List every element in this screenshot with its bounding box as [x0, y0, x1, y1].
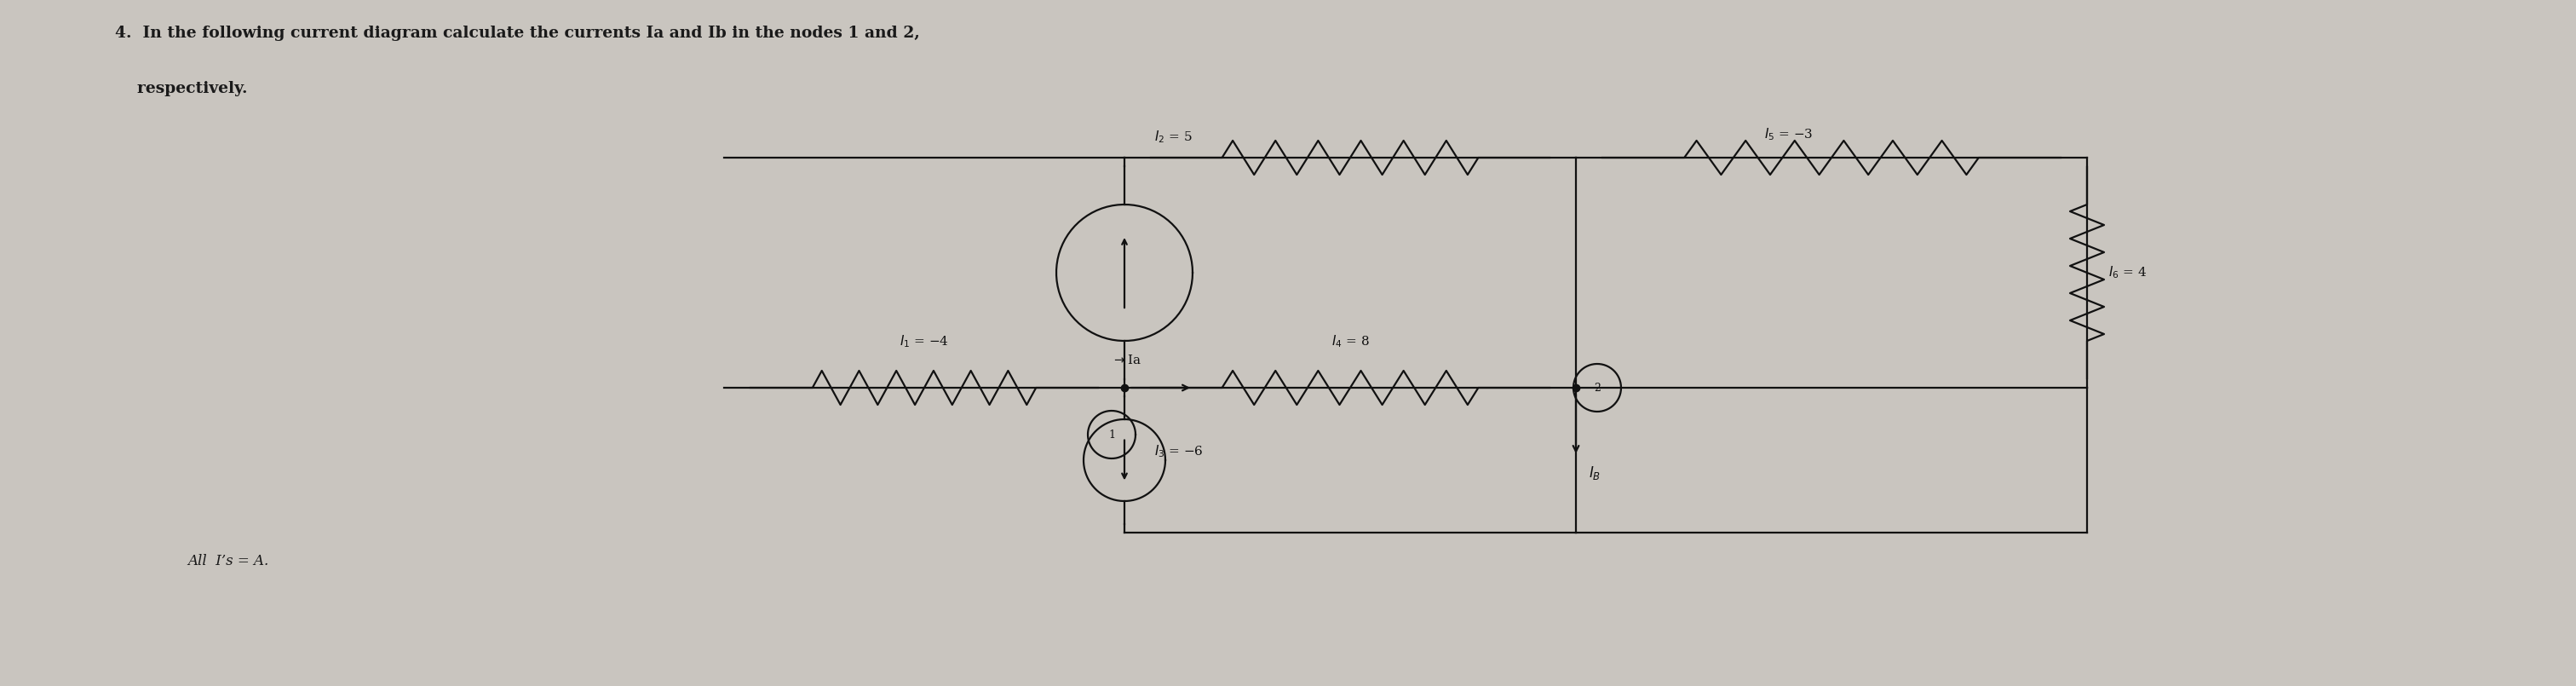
- Text: respectively.: respectively.: [116, 81, 247, 96]
- Text: $I_6$ = 4: $I_6$ = 4: [2107, 265, 2146, 281]
- Text: $I_4$ = 8: $I_4$ = 8: [1332, 333, 1370, 349]
- Text: 2: 2: [1595, 382, 1600, 393]
- Text: 4.  In the following current diagram calculate the currents Ia and Ib in the nod: 4. In the following current diagram calc…: [116, 25, 920, 41]
- Text: $I_5$ = −3: $I_5$ = −3: [1765, 126, 1814, 142]
- Text: $\rightarrow$Ia: $\rightarrow$Ia: [1113, 354, 1141, 366]
- Text: $I_3$ = −6: $I_3$ = −6: [1154, 444, 1203, 460]
- Text: $I_2$ = 5: $I_2$ = 5: [1154, 129, 1193, 145]
- Text: All  I’s = A.: All I’s = A.: [188, 554, 268, 569]
- Text: $I_1$ = −4: $I_1$ = −4: [899, 333, 948, 349]
- Text: 1: 1: [1108, 429, 1115, 440]
- Text: $I_B$: $I_B$: [1589, 464, 1600, 482]
